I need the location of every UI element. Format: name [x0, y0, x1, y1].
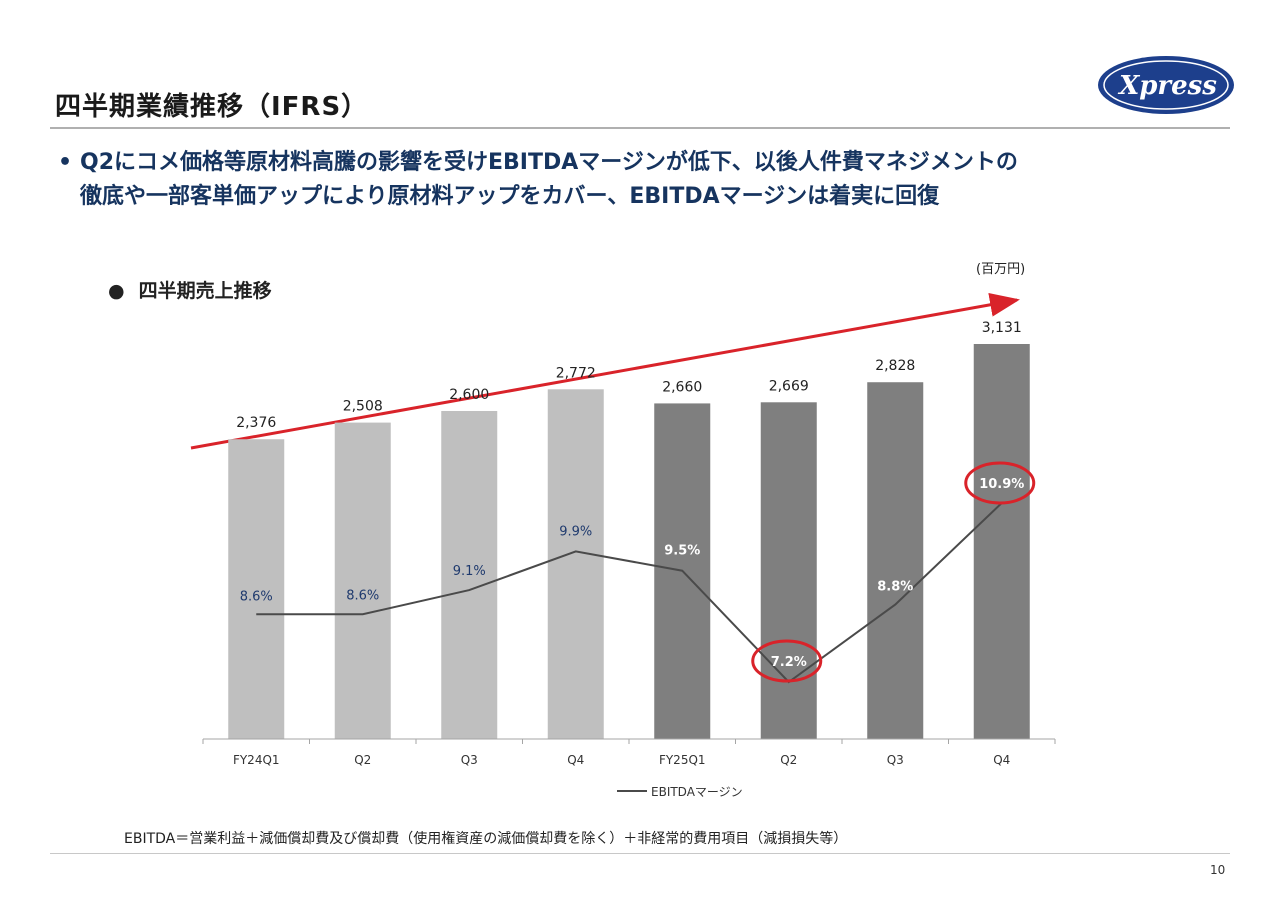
title-divider	[50, 127, 1230, 129]
key-message: • Q2にコメ価格等原材料高騰の影響を受けEBITDAマージンが低下、以後人件費…	[58, 146, 1238, 214]
sales-value-label: 2,508	[343, 399, 383, 415]
company-logo: Xpress	[1098, 56, 1234, 114]
ebitda-margin-label: 8.8%	[877, 580, 913, 595]
sales-bar	[228, 439, 285, 739]
x-tick-label: Q4	[993, 753, 1010, 767]
x-tick-label: FY25Q1	[659, 753, 706, 767]
ebitda-margin-label: 7.2%	[771, 655, 807, 670]
section-marker: ●	[108, 280, 125, 302]
sales-bar	[334, 422, 391, 739]
page-title: 四半期業績推移（IFRS）	[55, 92, 369, 122]
sales-value-label: 2,828	[875, 358, 915, 374]
ebitda-margin-label: 10.9%	[979, 477, 1024, 492]
sales-bar	[867, 382, 924, 739]
growth-trend-arrow	[190, 292, 1020, 450]
key-message-line-2: 徹底や一部客単価アップにより原材料アップをカバー、EBITDAマージンは着実に回…	[80, 184, 940, 209]
sales-value-label: 2,660	[662, 379, 702, 395]
legend-label: EBITDAマージン	[651, 785, 743, 799]
sales-bar	[547, 389, 604, 739]
sales-bar	[973, 344, 1030, 739]
x-tick-label: Q2	[780, 753, 797, 767]
highlight-circle	[751, 639, 823, 683]
sales-value-label: 2,376	[236, 415, 276, 431]
ebitda-definition-footnote: EBITDA＝営業利益＋減価償却費及び償却費（使用権資産の減価償却費を除く）＋非…	[124, 831, 848, 847]
sales-bar	[760, 402, 817, 739]
x-tick-label: Q3	[461, 753, 478, 767]
ebitda-margin-label: 9.1%	[453, 564, 486, 579]
sales-value-label: 2,600	[449, 387, 489, 403]
unit-label: (百万円)	[976, 262, 1026, 277]
x-tick-label: FY24Q1	[233, 753, 280, 767]
sales-bar	[441, 410, 498, 739]
bullet-marker: •	[58, 150, 73, 175]
ebitda-margin-label: 9.5%	[664, 544, 700, 559]
key-message-line-1: Q2にコメ価格等原材料高騰の影響を受けEBITDAマージンが低下、以後人件費マネ…	[80, 150, 1018, 175]
ebitda-margin-label: 8.6%	[346, 588, 379, 603]
ebitda-margin-line	[256, 502, 1003, 684]
x-tick-label: Q4	[567, 753, 584, 767]
logo-text: Xpress	[1117, 71, 1217, 101]
ebitda-margin-label: 9.9%	[559, 524, 592, 539]
section-label: 四半期売上推移	[138, 280, 272, 302]
page-number: 10	[1210, 863, 1226, 877]
footer-divider	[50, 853, 1230, 854]
sales-value-label: 3,131	[982, 320, 1022, 336]
section-heading: ● 四半期売上推移	[108, 276, 272, 303]
ebitda-margin-label: 8.6%	[240, 589, 273, 604]
x-tick-label: Q2	[354, 753, 371, 767]
x-tick-label: Q3	[887, 753, 904, 767]
sales-value-label: 2,669	[769, 378, 809, 394]
sales-value-label: 2,772	[556, 365, 596, 381]
highlight-circle	[964, 461, 1036, 505]
